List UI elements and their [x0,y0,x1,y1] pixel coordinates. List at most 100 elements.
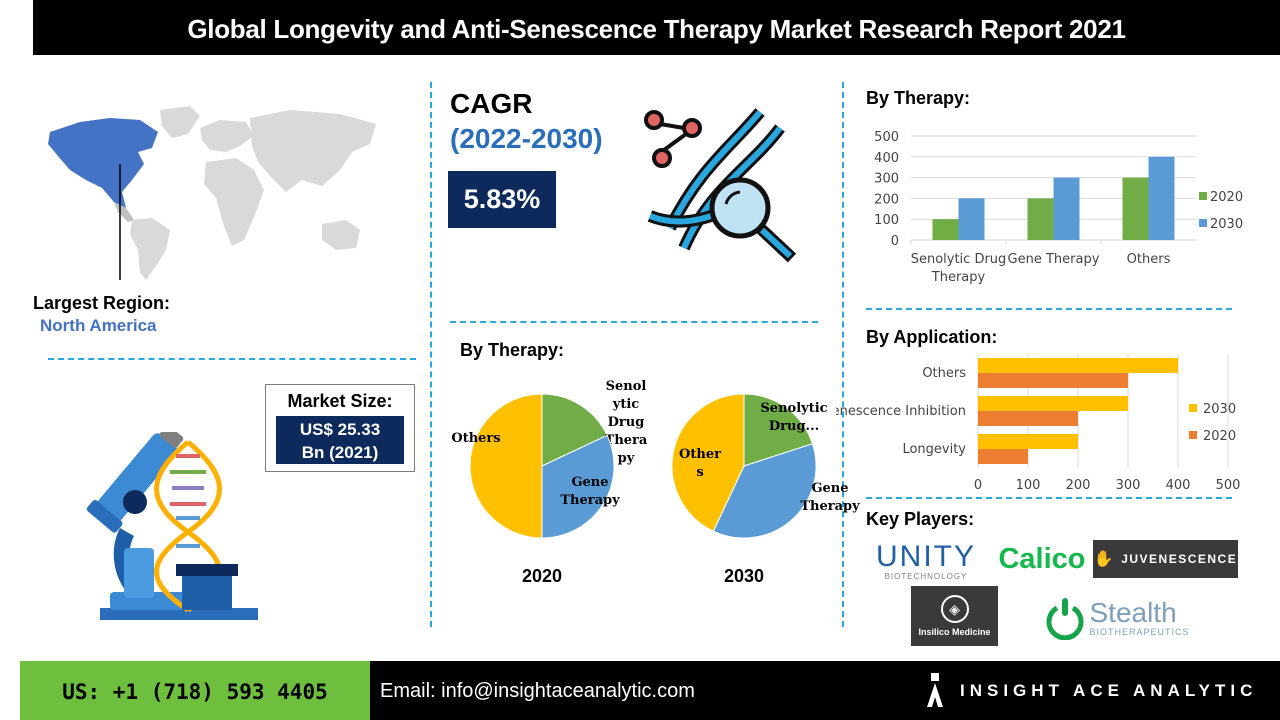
pie-label-2: Others [451,431,500,446]
logo-juvenescence: ✋ JUVENESCENCE [1093,540,1238,578]
logo-insilico-text: Insilico Medicine [918,627,991,637]
divider-therapy-bar [866,308,1232,310]
cagr-years: (2022-2030) [450,123,603,154]
map-africa [204,158,264,246]
y-tick-label: Others [922,366,966,381]
pie-label-0: Senol [606,379,647,394]
pie-year-label: 2030 [724,566,764,586]
dna-helix-icon [154,440,238,613]
microscope-dna-illustration [86,432,258,620]
x-tick-label: Gene Therapy [1008,252,1100,267]
therapy-pie-2020: SenolyticDrugTherapyGeneTherapyOthers202… [451,379,648,586]
x-tick-label: 300 [1116,478,1141,493]
pie-year-label: 2020 [522,566,562,586]
map-central-america [114,202,134,222]
pie-label-0: ytic [612,397,639,412]
bar-2030-0 [978,358,1178,373]
y-tick-label: 500 [874,130,899,145]
bar-2030-1 [978,396,1128,411]
legend-label-2020: 2020 [1203,429,1236,444]
x-tick-label: Others [1127,252,1171,267]
pie-label-0: py [618,451,635,466]
map-south-america [130,218,170,280]
dna-magnifier-icon [644,108,797,263]
bar-2020-1 [1027,198,1054,240]
pie-slice-0 [743,393,814,467]
market-size-card: Market Size: US$ 25.33 Bn (2021) [265,384,415,472]
logo-stealth-text: Stealth [1089,597,1177,628]
map-europe [200,120,254,152]
page-title: Global Longevity and Anti-Senescence The… [187,14,1126,44]
pie-slice-1 [541,434,615,539]
by-application-title: By Application: [866,327,998,347]
map-greenland [160,106,200,138]
divider-region [48,358,416,360]
stealth-power-icon [1047,598,1084,640]
map-australia [322,220,360,250]
pie-slice-1 [712,443,817,539]
legend-swatch-2030 [1199,219,1207,227]
pie-label-1: Therapy [800,499,860,514]
footer-email[interactable]: Email: info@insightaceanalytic.com [380,680,695,702]
bar-2020-0 [978,373,1128,388]
largest-region-value: North America [40,316,157,335]
pie-label-1: Gene [571,475,608,490]
y-tick-label: Longevity [902,442,966,457]
legend-label-2020: 2020 [1210,190,1243,205]
logo-insilico: ◈ Insilico Medicine [911,586,998,646]
x-tick-label: Senolytic Drug [911,252,1007,267]
footer-phone-bar: US: +1 (718) 593 4405 [20,661,370,720]
pie-label-2: Other [679,447,721,462]
pie-label-1: Gene [811,481,848,496]
legend-swatch-2020 [1199,192,1207,200]
logo-stealth-sub: BIOTHERAPEUTICS [1089,627,1190,637]
legend-label-2030: 2030 [1203,402,1236,417]
pie-slice-2 [469,393,543,539]
x-tick-label: Therapy [931,270,986,285]
y-tick-label: 400 [874,151,899,166]
logo-calico: Calico [998,542,1086,575]
legend-swatch-2030 [1189,404,1197,412]
pie-label-1: Therapy [560,493,620,508]
logo-unity-text: UNITY [876,539,976,573]
bar-2030-2 [978,434,1078,449]
y-tick-label: 200 [874,192,899,207]
divider-application [866,497,1232,499]
pie-slice-2 [671,393,745,532]
market-size-value-line1: US$ 25.33 [299,420,381,439]
insight-ace-logo-icon [927,673,943,707]
pie-label-0: Drug... [769,419,819,434]
market-size-value-line2: Bn (2021) [301,443,379,462]
footer-contact-bar: Email: info@insightaceanalytic.com INSIG… [370,661,1280,720]
pie-label-2: s [696,465,703,480]
world-map [48,106,376,280]
logo-stealth: Stealth BIOTHERAPEUTICS [1040,594,1195,642]
market-size-value: US$ 25.33 Bn (2021) [276,416,404,464]
market-size-label: Market Size: [287,391,393,411]
bar-2030-1 [1053,177,1080,240]
pie-label-0: Senolytic [760,401,827,416]
cagr-value: 5.83% [448,171,556,228]
header-bar: Global Longevity and Anti-Senescence The… [33,0,1280,55]
x-tick-label: 200 [1066,478,1091,493]
x-tick-label: 100 [1016,478,1041,493]
divider-vertical-left [430,82,432,627]
y-tick-label: Senescence Inhibition [836,404,966,419]
bar-2030-0 [958,198,985,240]
legend-swatch-2020 [1189,431,1197,439]
insilico-emblem-icon: ◈ [940,595,969,623]
bar-2030-2 [1148,156,1175,240]
footer-phone[interactable]: US: +1 (718) 593 4405 [62,680,328,704]
x-tick-label: 500 [1216,478,1241,493]
bar-2020-1 [978,411,1078,426]
logo-juvenescence-text: JUVENESCENCE [1121,552,1238,566]
y-tick-label: 300 [874,172,899,187]
cagr-title: CAGR [450,88,533,119]
y-tick-label: 0 [891,234,899,249]
pie-label-0: Thera [605,433,648,448]
key-players-title: Key Players: [866,509,975,529]
divider-cagr [450,321,818,323]
largest-region-label: Largest Region: [33,293,171,313]
by-therapy-pie-title: By Therapy: [460,340,565,360]
application-bar-chart: 0 100 200 300 400 500 Others Senescence Inhibit… [836,354,1241,493]
